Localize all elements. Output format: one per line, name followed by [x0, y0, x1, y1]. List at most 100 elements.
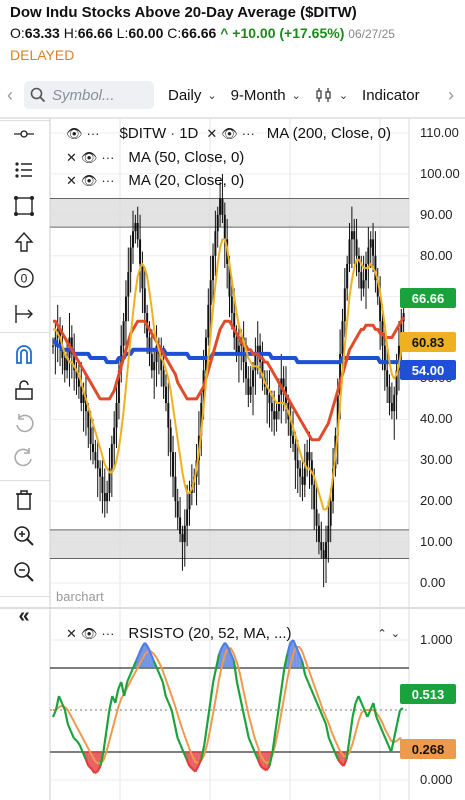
rsi-fast-segment	[129, 667, 135, 676]
rsi-fast-segment	[399, 707, 404, 711]
candle-body	[75, 370, 78, 379]
candle-body	[181, 533, 184, 543]
candle-body	[376, 280, 379, 297]
trash-icon[interactable]	[12, 488, 36, 512]
ma50-line	[53, 316, 405, 442]
collapse-icon[interactable]: «	[18, 604, 30, 627]
search-placeholder: Symbol...	[52, 86, 115, 104]
rsi-fast-segment	[393, 723, 399, 739]
chart-type-dropdown[interactable]: ⌄	[315, 87, 348, 103]
rsi-fast-segment	[227, 646, 232, 655]
y-tick-label: 40.00	[420, 411, 453, 427]
y-tick-label: 90.00	[420, 206, 453, 222]
measure-icon[interactable]	[12, 302, 36, 326]
rsi-fast-segment	[310, 688, 316, 697]
candle-body	[320, 542, 323, 551]
chevron-down-icon: ⌄	[207, 89, 217, 102]
candle-body	[315, 509, 318, 526]
close-icon[interactable]: ✕	[66, 625, 77, 641]
quote-date: 06/27/25	[348, 27, 395, 41]
close-icon[interactable]: ✕	[206, 125, 218, 141]
rsi-fast-segment	[164, 695, 170, 704]
chevron-up-icon[interactable]: ⌃	[377, 628, 387, 640]
candle-body	[87, 411, 90, 428]
crosshair-icon[interactable]	[12, 122, 36, 146]
rsi-fast-segment	[348, 716, 354, 739]
candle-body	[362, 280, 365, 289]
list-icon[interactable]	[12, 158, 36, 182]
candle-body	[364, 263, 367, 281]
chevron-left-icon[interactable]: ‹	[7, 84, 13, 105]
rsi-fast-segment	[81, 751, 87, 760]
change-value: ^ +10.00 (+17.65%)	[220, 25, 345, 41]
rsi-fast-segment	[280, 667, 286, 690]
rsi-fast-segment	[232, 660, 239, 683]
eye-icon[interactable]: 👁	[80, 172, 98, 188]
candle-body	[247, 378, 250, 395]
arrow-up-icon[interactable]	[12, 230, 36, 254]
rsi-fast-segment	[146, 646, 152, 655]
open-value: 63.33	[24, 25, 60, 41]
eye-icon[interactable]: 👁	[80, 149, 98, 165]
rsi-fast-segment	[84, 758, 90, 767]
chevron-right-icon[interactable]: ›	[448, 84, 454, 105]
rsi-fast-segment	[330, 744, 336, 753]
symbol-search-input[interactable]: Symbol...	[24, 81, 154, 109]
rsi-fast-segment	[263, 767, 268, 772]
candle-body	[383, 345, 386, 371]
candle-body	[129, 247, 132, 273]
candle-body	[153, 362, 156, 371]
candle-body	[397, 345, 400, 371]
rsi-fast-segment	[69, 730, 75, 739]
candle-body	[275, 411, 278, 420]
rsi-fast-segment	[123, 681, 129, 697]
close-icon[interactable]: ✕	[66, 172, 77, 188]
range-dropdown[interactable]: 9-Month ⌄	[231, 87, 301, 104]
zoom-out-icon[interactable]	[12, 560, 36, 584]
candle-body	[294, 443, 297, 461]
candle-body	[110, 443, 113, 469]
rsi-fast-segment	[283, 653, 289, 669]
redo-icon[interactable]	[12, 446, 36, 470]
rsi-fast-segment	[75, 740, 81, 746]
rsi-fast-segment	[209, 681, 215, 704]
candle-body	[308, 452, 311, 461]
candle-body	[339, 353, 342, 395]
rsi-fast-segment	[372, 702, 378, 718]
candle-body	[200, 403, 203, 436]
candle-body	[327, 525, 330, 543]
rsi-fast-segment	[384, 737, 390, 746]
rectangle-icon[interactable]	[12, 194, 36, 218]
candle-body	[346, 263, 349, 289]
candle-body	[357, 255, 360, 273]
candle-body	[134, 223, 137, 232]
undo-icon[interactable]	[12, 412, 36, 436]
eye-icon[interactable]: 👁	[80, 625, 98, 641]
zero-circle-icon[interactable]: 0	[12, 266, 36, 290]
zoom-in-icon[interactable]	[12, 524, 36, 548]
rsi-fast-segment	[96, 765, 102, 773]
indicators-button[interactable]: Indicator	[362, 87, 420, 104]
chevron-down-icon[interactable]: ⌄	[390, 628, 400, 640]
y-tick-label: 0.00	[420, 575, 446, 590]
candle-body	[350, 231, 353, 240]
close-icon[interactable]: ✕	[66, 149, 77, 165]
candle-body	[386, 370, 389, 387]
rsi-fast-segment	[378, 723, 384, 732]
unlock-icon[interactable]	[12, 378, 36, 402]
candle-body	[282, 378, 285, 387]
magnet-icon[interactable]	[12, 342, 36, 366]
candle-body	[292, 435, 295, 444]
rsi-fast-segment	[188, 765, 194, 770]
period-dropdown[interactable]: Daily ⌄	[168, 87, 217, 104]
eye-icon[interactable]: 👁	[221, 125, 238, 141]
svg-text:0: 0	[21, 272, 28, 286]
eye-icon[interactable]: 👁	[66, 125, 83, 141]
candle-body	[235, 337, 238, 354]
candle-body	[390, 403, 393, 412]
candle-body	[216, 214, 219, 232]
candle-body	[237, 345, 240, 354]
rsi-fast-segment	[274, 709, 280, 732]
legend-rsisto-row: ✕ 👁 ··· RSISTO (20, 52, MA, ...) ⌃ ⌄	[66, 625, 400, 642]
